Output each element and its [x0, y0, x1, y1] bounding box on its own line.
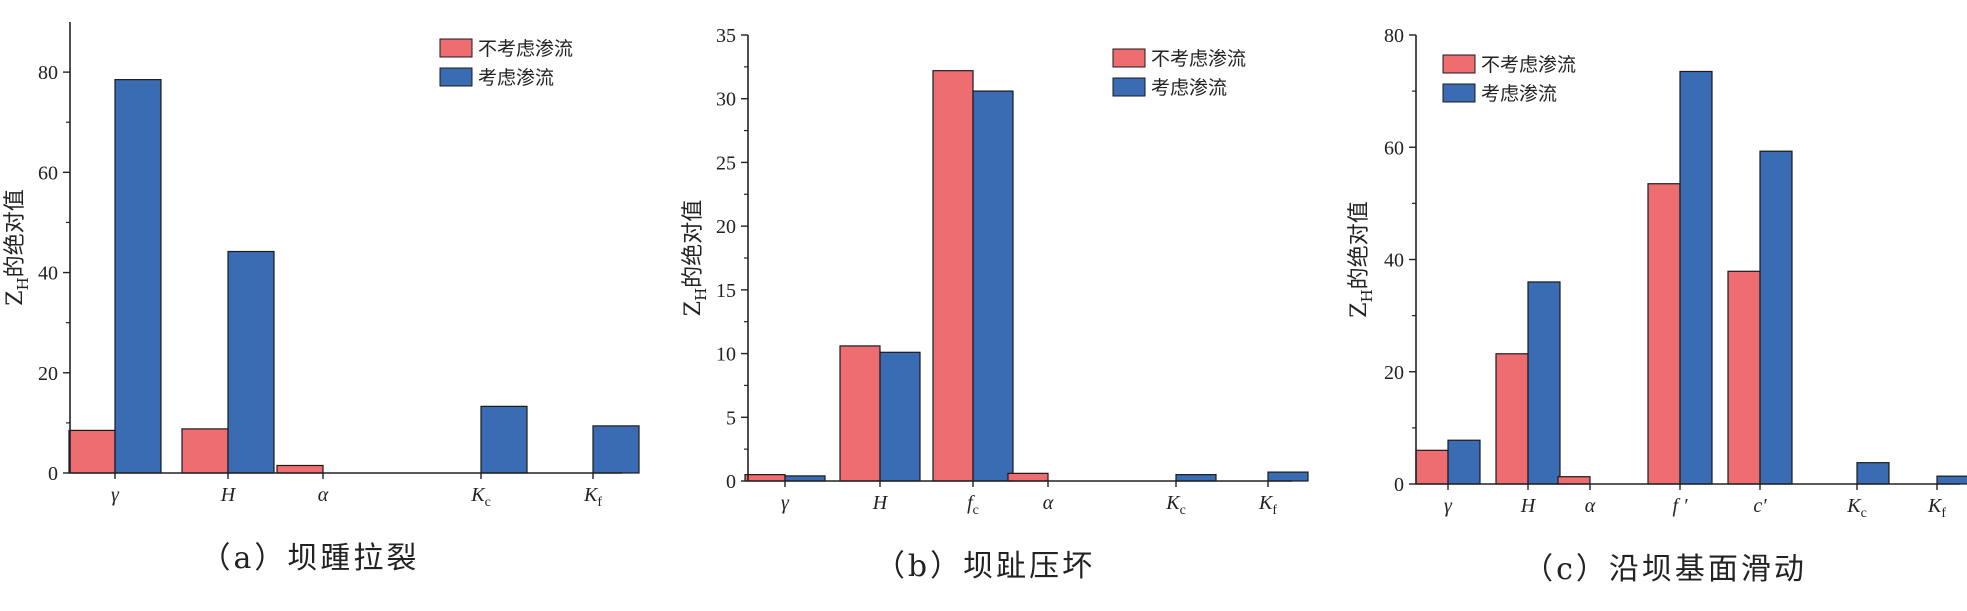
y-tick-label: 40 — [38, 263, 58, 285]
bar-no-seepage-3 — [1007, 472, 1049, 482]
panel-caption: （b）坝趾压坏 — [875, 549, 1095, 584]
y-tick-label: 20 — [38, 363, 58, 385]
y-tick-label: 5 — [726, 407, 736, 429]
bar-no-seepage-2 — [1557, 476, 1591, 485]
legend-label: 考虑渗流 — [1481, 83, 1557, 105]
bar-no-seepage-4 — [1727, 270, 1761, 485]
legend-swatch-no-seepage — [439, 38, 473, 58]
y-tick-label: 20 — [716, 216, 736, 238]
y-tick-label: 15 — [716, 280, 736, 302]
x-tick-label: α — [1585, 495, 1596, 517]
bar-seepage-3 — [480, 405, 528, 474]
y-tick-label: 0 — [726, 471, 736, 493]
legend-label: 不考虑渗流 — [1481, 54, 1576, 76]
bar-no-seepage-0 — [68, 429, 116, 474]
x-tick-label: Kc — [1846, 495, 1867, 521]
bar-seepage-4 — [1759, 150, 1793, 485]
bar-no-seepage-2 — [932, 70, 974, 482]
x-tick-label: α — [1043, 492, 1054, 514]
legend-swatch-no-seepage — [1442, 54, 1476, 74]
x-tick-label: c′ — [1753, 495, 1767, 517]
x-tick-label: γ — [781, 492, 790, 514]
x-tick-label: H — [220, 484, 237, 506]
legend-label: 考虑渗流 — [1151, 77, 1227, 99]
legend-swatch-no-seepage — [1112, 48, 1146, 68]
bar-no-seepage-1 — [839, 345, 881, 482]
y-tick-label: 10 — [716, 344, 736, 366]
y-tick-label: 20 — [1384, 362, 1404, 384]
legend-swatch-seepage — [1442, 83, 1476, 103]
y-tick-label: 60 — [38, 162, 58, 184]
bar-seepage-4 — [592, 425, 640, 474]
bar-no-seepage-0 — [744, 474, 786, 482]
bar-seepage-0 — [114, 79, 162, 474]
y-tick-label: 25 — [716, 152, 736, 174]
bar-seepage-1 — [1527, 281, 1561, 485]
bar-seepage-3 — [1679, 70, 1713, 485]
bar-seepage-0 — [1447, 439, 1481, 485]
x-tick-label: γ — [111, 484, 120, 506]
bar-seepage-1 — [227, 250, 275, 474]
legend-label: 不考虑渗流 — [478, 38, 573, 60]
x-tick-label: H — [1520, 495, 1537, 517]
bar-no-seepage-2 — [276, 464, 324, 474]
y-tick-label: 30 — [716, 89, 736, 111]
bar-no-seepage-0 — [1415, 449, 1449, 485]
legend-label: 不考虑渗流 — [1151, 48, 1246, 70]
y-axis-label: ZH的绝对值 — [3, 189, 32, 305]
bar-no-seepage-1 — [181, 428, 229, 474]
x-tick-label: Kf — [1927, 495, 1946, 521]
x-tick-label: Kc — [470, 484, 491, 510]
bar-seepage-6 — [1936, 475, 1967, 485]
legend-swatch-seepage — [439, 67, 473, 87]
bar-no-seepage-1 — [1495, 353, 1529, 485]
x-tick-label: γ — [1444, 495, 1453, 517]
y-tick-label: 60 — [1384, 137, 1404, 159]
bar-seepage-2 — [972, 90, 1014, 482]
y-tick-label: 80 — [38, 62, 58, 84]
panel-caption: （a）坝踵拉裂 — [201, 541, 420, 576]
y-tick-label: 80 — [1384, 25, 1404, 47]
y-tick-label: 0 — [1394, 474, 1404, 496]
bar-no-seepage-3 — [1647, 183, 1681, 485]
legend-swatch-seepage — [1112, 77, 1146, 97]
bar-seepage-5 — [1267, 471, 1309, 482]
y-axis-label: ZH的绝对值 — [681, 200, 710, 316]
x-tick-label: Kc — [1165, 492, 1186, 518]
y-axis-label: ZH的绝对值 — [1347, 201, 1376, 317]
x-tick-label: H — [872, 492, 889, 514]
bar-seepage-4 — [1175, 474, 1217, 482]
y-tick-label: 35 — [716, 25, 736, 47]
x-tick-label: Kf — [583, 484, 602, 510]
panel-caption: （c）沿坝基面滑动 — [1523, 552, 1807, 587]
y-tick-label: 40 — [1384, 250, 1404, 272]
bar-seepage-5 — [1856, 462, 1890, 485]
y-tick-label: 0 — [48, 463, 58, 485]
legend-label: 考虑渗流 — [478, 67, 554, 89]
bar-seepage-1 — [879, 351, 921, 482]
x-tick-label: f ′ — [1673, 495, 1689, 517]
x-tick-label: Kf — [1258, 492, 1277, 518]
x-tick-label: α — [318, 484, 329, 506]
x-tick-label: fc — [967, 492, 979, 518]
